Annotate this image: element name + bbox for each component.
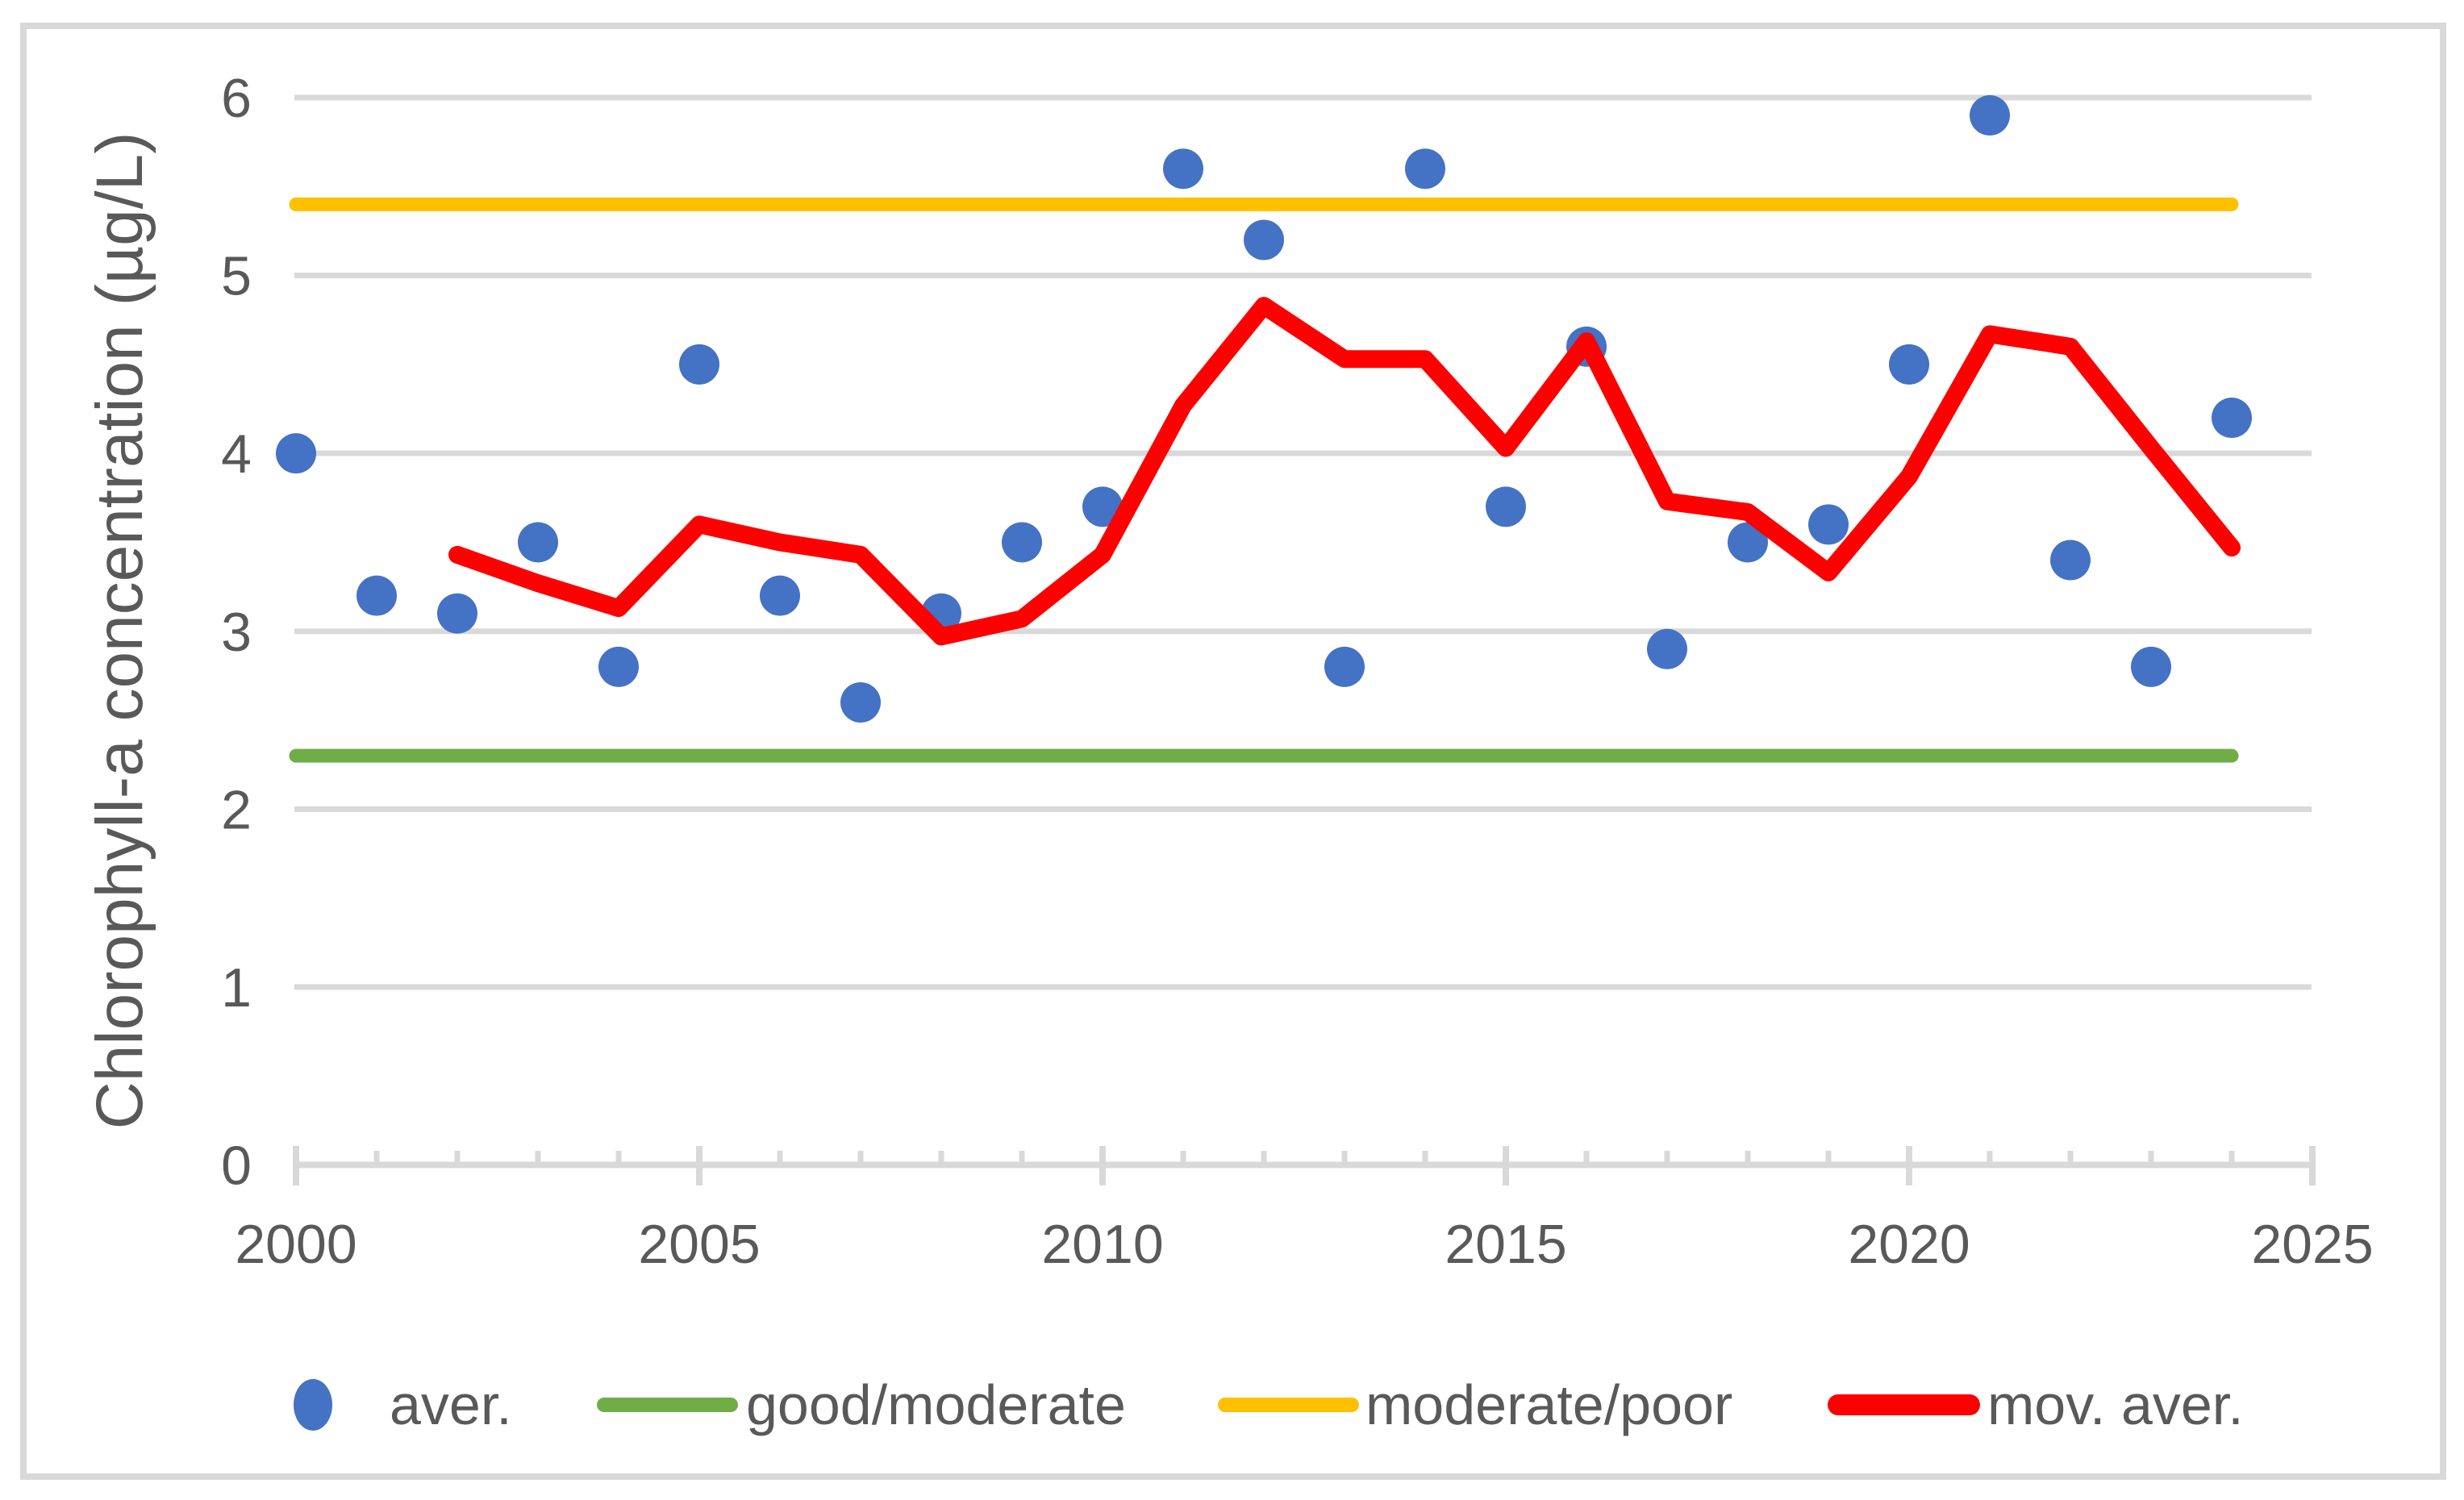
y-tick-label: 5 (221, 246, 252, 307)
legend-label-good-moderate: good/moderate (746, 1373, 1126, 1436)
scatter-point (1808, 504, 1849, 545)
moving-average-series (448, 297, 2241, 646)
scatter-point (2131, 646, 2171, 687)
gridlines (294, 94, 2312, 990)
scatter-point (1889, 344, 1929, 385)
scatter-point (276, 433, 316, 474)
scatter-point (518, 522, 558, 563)
threshold-lines (289, 197, 2239, 763)
scatter-point (1163, 148, 1203, 190)
scatter-point (1728, 522, 1768, 563)
y-tick-label: 3 (221, 602, 252, 663)
scatter-series-aver (276, 95, 2252, 723)
y-tick-label: 1 (221, 957, 252, 1019)
y-tick-label: 0 (221, 1135, 252, 1197)
chart-border (20, 23, 2446, 1480)
y-tick-label: 4 (221, 423, 252, 485)
y-tick-label: 6 (221, 68, 252, 129)
scatter-point (437, 593, 477, 634)
legend-label-aver: aver. (390, 1373, 512, 1436)
scatter-point (1970, 95, 2010, 136)
legend-label-moderate-poor: moderate/poor (1365, 1373, 1732, 1436)
x-axis (293, 1146, 2316, 1185)
scatter-point (1082, 486, 1123, 527)
y-axis-labels: 0 1 2 3 4 5 6 (221, 68, 252, 1196)
scatter-point (1486, 486, 1526, 527)
scatter-point (760, 575, 800, 616)
scatter-point (840, 681, 881, 723)
scatter-point (2050, 540, 2091, 581)
x-tick-label: 2025 (2251, 1214, 2373, 1275)
scatter-point (1324, 646, 1365, 687)
scatter-point (1405, 148, 1445, 190)
scatter-point (1002, 522, 1042, 563)
y-tick-label: 2 (221, 779, 252, 840)
legend-label-mov-aver: mov. aver. (1987, 1373, 2244, 1436)
scatter-point (1244, 219, 1284, 260)
legend: aver. good/moderate moderate/poor mov. a… (294, 1373, 2244, 1436)
x-tick-label: 2010 (1041, 1214, 1163, 1275)
scatter-point (679, 344, 719, 385)
x-tick-label: 2020 (1848, 1214, 1970, 1275)
scatter-point (598, 646, 639, 687)
y-axis-title: Chlorophyll-a concentration (µg/L) (83, 132, 156, 1130)
x-tick-label: 2005 (638, 1214, 760, 1275)
x-tick-label: 2000 (235, 1214, 356, 1275)
scatter-point (356, 575, 397, 616)
scatter-point (2212, 398, 2252, 439)
x-axis-labels: 2000 2005 2010 2015 2020 2025 (235, 1214, 2373, 1275)
x-tick-label: 2015 (1445, 1214, 1566, 1275)
scatter-point (1647, 628, 1687, 669)
legend-marker-aver-icon (294, 1379, 332, 1431)
moving-average-line (448, 297, 2241, 646)
